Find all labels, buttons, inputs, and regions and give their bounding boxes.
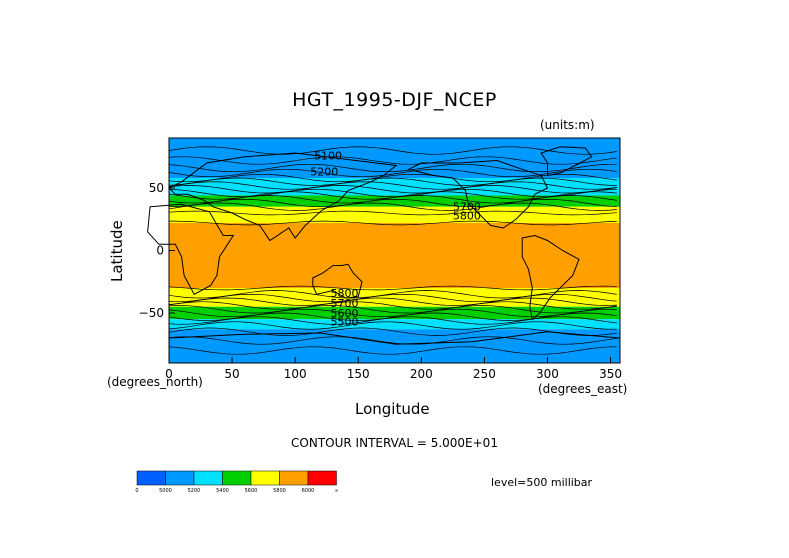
x-tick-label-1: 50 <box>224 367 239 381</box>
contour-line-10 <box>168 195 617 204</box>
colorbar-swatch-6 <box>307 470 337 486</box>
colorbar-swatch-3 <box>222 470 252 486</box>
contour-label-3: 5800 <box>453 209 481 222</box>
x-tick-label-4: 200 <box>410 367 433 381</box>
x-tick-label-7: 350 <box>599 367 622 381</box>
contour-interval: CONTOUR INTERVAL = 5.000E+01 <box>291 436 498 450</box>
colorbar-label-2: 5200 <box>188 488 201 494</box>
contour-line-12 <box>168 202 617 211</box>
x-tick-label-3: 150 <box>347 367 370 381</box>
y-axis-units: (degrees_north) <box>107 375 203 389</box>
band-2 <box>169 195 620 207</box>
contour-label-4: 5800 <box>330 287 358 300</box>
band-6 <box>169 306 620 320</box>
contour-label-0: 5100 <box>314 149 342 162</box>
colorbar-swatch-1 <box>165 470 195 486</box>
continent-greenland <box>540 146 593 177</box>
contour-line-4 <box>168 173 617 183</box>
colorbar-label-0: 0 <box>135 488 138 494</box>
contour-line-16 <box>168 290 617 299</box>
contour-line-17 <box>168 293 617 303</box>
contour-label-6: 5600 <box>330 307 358 320</box>
contour-label-7: 5500 <box>330 316 358 329</box>
contour-line-1 <box>168 156 617 165</box>
continent-eurasia <box>168 152 398 242</box>
band-4 <box>169 223 620 288</box>
units-label: (units:m) <box>540 118 595 132</box>
contour-line-19 <box>168 301 617 310</box>
band-5 <box>169 288 620 307</box>
continent-australia <box>312 263 363 299</box>
y-tick-label-2: −50 <box>139 306 164 320</box>
chart-title: HGT_1995-DJF_NCEP <box>292 89 497 111</box>
continent-antarctica <box>168 331 620 345</box>
band-1 <box>169 178 620 196</box>
y-axis-label: Latitude <box>108 220 126 282</box>
level-label: level=500 millibar <box>491 476 593 489</box>
x-axis-units: (degrees_east) <box>538 382 628 396</box>
colorbar-swatch-4 <box>250 470 280 486</box>
contour-line-18 <box>168 297 617 306</box>
colorbar-swatch-0 <box>136 470 166 486</box>
contour-line-11 <box>168 198 617 208</box>
x-tick-label-5: 250 <box>473 367 496 381</box>
colorbar-swatch-2 <box>193 470 223 486</box>
colorbar-label-5: 5800 <box>273 488 286 494</box>
contour-line-20 <box>168 305 617 314</box>
contour-line-2 <box>168 163 617 173</box>
band-8 <box>169 329 620 363</box>
contour-label-5: 5700 <box>330 297 358 310</box>
continent-south-america <box>521 234 580 321</box>
contour-line-13 <box>168 210 617 216</box>
x-axis-label: Longitude <box>355 400 430 418</box>
y-tick-label-0: 50 <box>149 181 164 195</box>
colorbar-label-4: 5600 <box>245 488 258 494</box>
continent-north-america <box>407 159 549 229</box>
contour-line-8 <box>168 188 617 198</box>
colorbar-label-6: 6000 <box>302 488 315 494</box>
contour-line-15 <box>168 285 617 291</box>
band-3 <box>169 206 620 223</box>
contour-line-25 <box>168 327 617 336</box>
continent-africa <box>147 203 235 295</box>
contour-line-27 <box>168 346 617 355</box>
y-tick-label-1: 0 <box>156 244 164 258</box>
contour-line-23 <box>168 316 617 325</box>
colorbar-label-7: ∞ <box>334 488 338 494</box>
colorbar-label-3: 5400 <box>216 488 229 494</box>
contour-line-26 <box>168 336 617 345</box>
colorbar-swatch-5 <box>279 470 309 486</box>
x-tick-label-6: 300 <box>536 367 559 381</box>
contour-line-14 <box>169 220 617 226</box>
contour-line-0 <box>168 146 617 155</box>
x-tick-label-0: 0 <box>165 367 173 381</box>
contour-line-6 <box>168 181 617 190</box>
contour-line-3 <box>168 168 617 178</box>
contour-line-24 <box>168 321 617 330</box>
x-tick-label-2: 100 <box>284 367 307 381</box>
contour-label-2: 5700 <box>453 201 481 214</box>
contour-line-21 <box>168 308 617 318</box>
contour-label-1: 5200 <box>310 166 338 179</box>
colorbar-label-1: 5000 <box>159 488 172 494</box>
band-7 <box>169 319 620 330</box>
